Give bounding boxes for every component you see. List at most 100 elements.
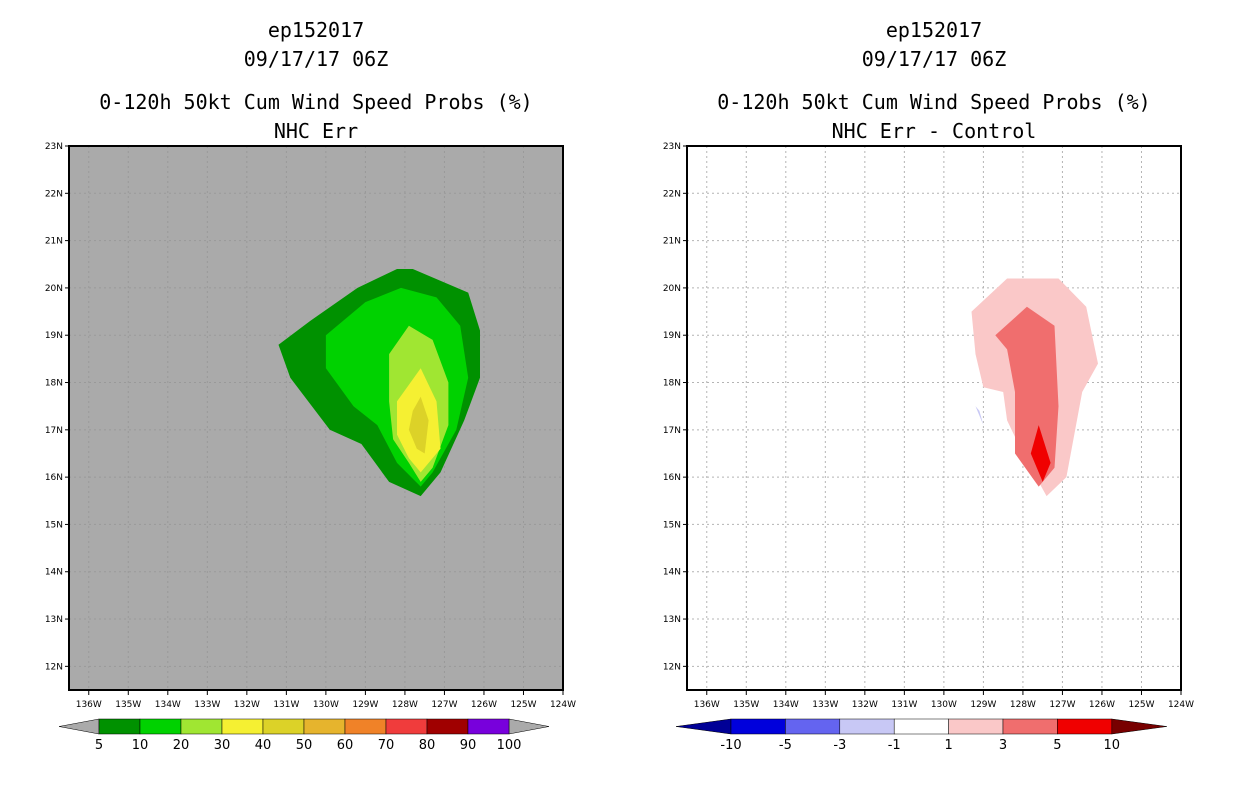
x-tick-label: 129W [352,700,378,710]
colorbar-label: 10 [1104,738,1121,753]
colorbar-cell [893,718,949,735]
y-tick-label: 22N [45,189,63,199]
x-tick-label: 131W [891,700,917,710]
x-tick-label: 125W [510,700,536,710]
x-tick-label: 135W [115,700,141,710]
x-tick-label: 124W [550,700,576,710]
x-tick-label: 134W [155,700,181,710]
colorbar-label: 5 [95,738,103,753]
x-tick-label: 134W [773,700,799,710]
colorbar-cell [730,718,786,735]
left-datetime: 09/17/17 06Z [243,47,389,71]
colorbar-cell [139,718,182,735]
colorbar-label: 80 [419,738,436,753]
y-tick-label: 13N [45,615,63,625]
y-tick-label: 17N [663,426,681,436]
colorbar-cell [948,718,1004,735]
colorbar-cell [1057,718,1113,735]
right-storm-id: ep152017 [885,18,983,42]
colorbar-label: 20 [173,738,190,753]
y-tick-label: 18N [45,379,63,389]
y-tick-label: 23N [663,142,681,152]
colorbar-cell [303,718,346,735]
x-tick-label: 127W [1049,700,1075,710]
y-tick-label: 19N [663,331,681,341]
colorbar-label: 90 [460,738,477,753]
colorbar-cell [262,718,305,735]
y-tick-label: 20N [45,284,63,294]
y-tick-label: 18N [663,379,681,389]
x-tick-label: 128W [392,700,418,710]
x-tick-label: 125W [1128,700,1154,710]
y-tick-label: 14N [45,568,63,578]
panel-0: 136W 135W 134W 133W 132W 131W 130W 129W 128W 127W… [45,142,576,753]
right-chart-title: 0-120h 50kt Cum Wind Speed Probs (%) [717,90,1151,114]
colorbar-label: -3 [833,738,846,753]
colorbar-cell [839,718,895,735]
plot-background [687,146,1181,690]
left-chart-title: 0-120h 50kt Cum Wind Speed Probs (%) [99,90,533,114]
colorbar-label: 70 [378,738,395,753]
colorbar-cell [344,718,387,735]
right-datetime: 09/17/17 06Z [861,47,1007,71]
colorbar-label: 5 [1053,738,1061,753]
x-tick-label: 126W [471,700,497,710]
y-tick-label: 17N [45,426,63,436]
x-tick-label: 128W [1010,700,1036,710]
y-tick-label: 19N [45,331,63,341]
colorbar-label: -5 [779,738,792,753]
contour--1 [975,406,984,426]
colorbar-label: 50 [296,738,313,753]
x-tick-label: 130W [931,700,957,710]
plot-frame [686,145,1182,691]
y-tick-label: 16N [45,473,63,483]
x-tick-label: 129W [970,700,996,710]
y-tick-label: 21N [45,237,63,247]
left-storm-id: ep152017 [267,18,365,42]
colorbar-label: 40 [255,738,272,753]
x-tick-label: 131W [273,700,299,710]
colorbar-cell [221,718,264,735]
contour-5 [1030,425,1051,482]
y-tick-label: 12N [45,662,63,672]
colorbar-cell [1002,718,1058,735]
y-tick-label: 16N [663,473,681,483]
colorbar-label: 30 [214,738,231,753]
x-tick-label: 127W [431,700,457,710]
colorbar-extend-high [508,718,550,735]
colorbar-extend-low [675,718,732,735]
colorbar-label: -10 [720,738,741,753]
x-tick-label: 126W [1089,700,1115,710]
y-tick-label: 22N [663,189,681,199]
colorbar-cell [385,718,428,735]
x-tick-label: 132W [852,700,878,710]
x-tick-label: 132W [234,700,260,710]
left-chart-subtitle: NHC Err [273,119,359,143]
x-tick-label: 135W [733,700,759,710]
colorbar-cell [467,718,510,735]
y-tick-label: 23N [45,142,63,152]
colorbar-cell [98,718,141,735]
colorbar-label: 100 [497,738,522,753]
colorbar-cell [426,718,469,735]
x-tick-label: 124W [1168,700,1194,710]
y-tick-label: 12N [663,662,681,672]
y-tick-label: 15N [45,520,63,530]
colorbar-label: 3 [999,738,1007,753]
x-tick-label: 133W [194,700,220,710]
colorbar-cell [785,718,841,735]
x-tick-label: 130W [313,700,339,710]
y-tick-label: 14N [663,568,681,578]
colorbar-label: 60 [337,738,354,753]
colorbar-label: 1 [944,738,952,753]
colorbar-cell [180,718,223,735]
x-tick-label: 136W [694,700,720,710]
y-tick-label: 20N [663,284,681,294]
contour-40 [408,396,429,454]
x-tick-label: 136W [76,700,102,710]
colorbar-extend-high [1111,718,1167,735]
colorbar-label: -1 [888,738,901,753]
y-tick-label: 15N [663,520,681,530]
y-tick-label: 21N [663,237,681,247]
